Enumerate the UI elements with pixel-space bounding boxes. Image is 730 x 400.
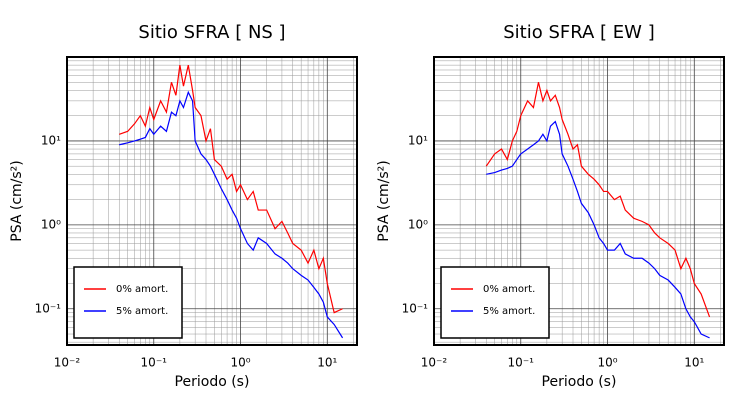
x-tick-label: 10¹ (317, 356, 337, 370)
plot-frame (433, 56, 725, 346)
series-line (119, 90, 344, 339)
y-tick-label: 10¹ (408, 133, 428, 147)
x-axis-label: Periodo (s) (175, 374, 250, 390)
x-tick-label: 10⁻¹ (141, 356, 168, 370)
y-axis-label: PSA (cm/s²) (376, 160, 392, 242)
legend-box (440, 266, 550, 339)
legend-label: 5% amort. (483, 306, 535, 317)
x-axis-label: Periodo (s) (542, 374, 617, 390)
x-tick-label: 10⁻¹ (508, 356, 535, 370)
series-line (486, 120, 710, 339)
series-line (119, 64, 343, 314)
y-tick-label: 10⁰ (408, 217, 428, 231)
y-tick-label: 10⁻¹ (35, 301, 62, 315)
x-tick-label: 10⁻² (54, 356, 81, 370)
chart-title: Sitio SFRA [ EW ] (503, 22, 654, 43)
x-tick-label: 10⁰ (597, 356, 617, 370)
legend-label: 5% amort. (116, 306, 168, 317)
y-tick-label: 10¹ (41, 133, 61, 147)
legend-label: 0% amort. (116, 284, 168, 295)
x-tick-label: 10⁰ (230, 356, 250, 370)
series-line (485, 82, 711, 318)
legend-box (73, 266, 183, 339)
x-tick-label: 10⁻² (421, 356, 448, 370)
chart-title: Sitio SFRA [ NS ] (138, 22, 285, 43)
chart-panel: 10⁻² 10⁻¹ 10⁰ 10¹ 10⁻¹ 10⁰ 10¹ Sitio SFRA [ NS … (9, 22, 358, 390)
chart-panel: 10⁻² 10⁻¹ 10⁰ 10¹ 10⁻¹ 10⁰ 10¹ Sitio SFRA [ EW … (376, 22, 725, 390)
x-tick-label: 10¹ (684, 356, 704, 370)
y-tick-label: 10⁻¹ (402, 301, 429, 315)
y-axis-label: PSA (cm/s²) (9, 160, 25, 242)
y-tick-label: 10⁰ (41, 217, 61, 231)
plot-frame (66, 56, 358, 346)
legend-label: 0% amort. (483, 284, 535, 295)
